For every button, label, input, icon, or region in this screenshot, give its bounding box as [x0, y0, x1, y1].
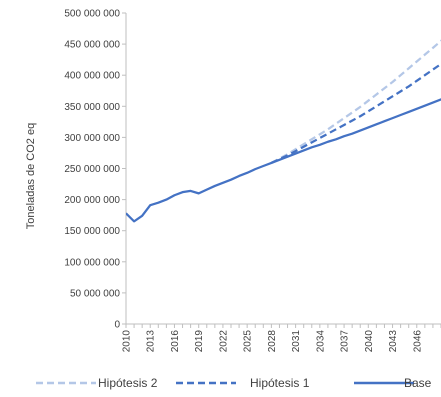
y-tick-label: 300 000 000: [64, 133, 120, 144]
x-tick-label: 2040: [364, 330, 375, 353]
y-tick-label: 100 000 000: [64, 257, 120, 268]
x-tick-label: 2031: [291, 330, 302, 353]
y-tick-label: 400 000 000: [64, 71, 120, 82]
series-line-base: [126, 98, 441, 223]
legend-label: Hipótesis 1: [250, 376, 310, 390]
series-lines: [126, 39, 441, 223]
x-tick-label: 2013: [146, 330, 157, 353]
series-line-hip-tesis-2: [270, 39, 441, 164]
x-tick-label: 2028: [267, 330, 278, 353]
legend-label: Hipótesis 2: [98, 376, 158, 390]
x-tick-label: 2034: [315, 330, 326, 353]
x-tick-label: 2043: [388, 330, 399, 353]
y-tick-label: 0: [114, 320, 120, 331]
x-tick-label: 2010: [122, 330, 133, 353]
y-axis-label: Toneladas de CO2 eq: [25, 123, 37, 229]
x-tick-label: 2037: [340, 330, 351, 353]
legend: Hipótesis 2 Hipótesis 1 Base: [36, 376, 432, 390]
y-tick-label: 450 000 000: [64, 40, 120, 51]
x-tick-label: 2046: [412, 330, 423, 353]
x-axis-ticks: 2010 2013 2016 2019 2022 2025 2028 2031 2034 2037…: [122, 324, 441, 352]
x-tick-label: 2016: [170, 330, 181, 353]
y-axis-ticks: 0 50 000 000 100 000 000 150 000 000 200 000…: [64, 9, 126, 331]
x-tick-label: 2025: [243, 330, 254, 353]
y-tick-label: 200 000 000: [64, 195, 120, 206]
x-tick-label: 2022: [218, 330, 229, 353]
x-tick-label: 2019: [194, 330, 205, 353]
y-tick-label: 150 000 000: [64, 226, 120, 237]
legend-label: Base: [404, 376, 432, 390]
y-tick-label: 500 000 000: [64, 9, 120, 20]
y-tick-label: 350 000 000: [64, 102, 120, 113]
series-line-hip-tesis-1: [270, 62, 441, 164]
y-tick-label: 50 000 000: [70, 288, 120, 299]
y-tick-label: 250 000 000: [64, 164, 120, 175]
